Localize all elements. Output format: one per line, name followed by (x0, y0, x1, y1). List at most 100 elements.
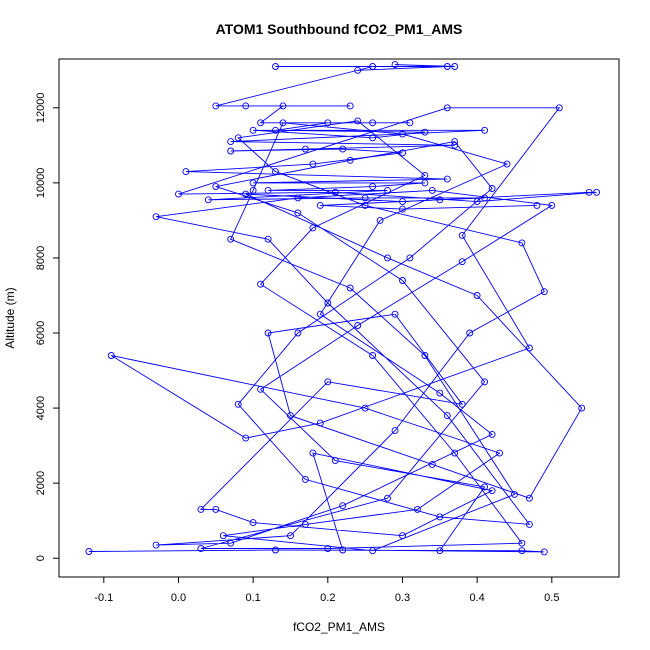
data-point (384, 494, 391, 502)
data-point (324, 299, 332, 307)
data-point (107, 352, 115, 359)
data-point (503, 160, 511, 168)
x-tick-label: 0.4 (469, 592, 484, 604)
data-point (548, 201, 556, 209)
data-point (324, 545, 332, 552)
data-point (525, 494, 533, 502)
data-point (511, 490, 518, 498)
y-axis-label: Altitude (m) (3, 287, 17, 348)
x-tick-label: 0.0 (171, 592, 186, 604)
data-point (481, 126, 489, 134)
data-point (234, 400, 242, 408)
data-point (518, 547, 526, 555)
data-point (399, 205, 406, 213)
data-point (346, 102, 354, 110)
data-point (316, 310, 324, 318)
data-point (585, 188, 593, 196)
data-point (212, 505, 220, 513)
data-point (294, 329, 302, 337)
data-point (175, 190, 182, 198)
data-point (309, 224, 317, 232)
data-point (324, 119, 332, 127)
data-point (272, 63, 279, 70)
data-point (227, 147, 235, 155)
data-point (488, 185, 496, 192)
data-point (294, 194, 302, 202)
data-point (279, 102, 287, 110)
data-point (354, 66, 362, 74)
series-lines (88, 64, 597, 553)
data-point (473, 292, 481, 299)
data-point (466, 329, 474, 337)
data-point (399, 198, 406, 206)
data-point (234, 134, 242, 142)
data-point (406, 254, 414, 262)
x-tick-label: -0.1 (94, 592, 113, 604)
data-point (428, 460, 436, 468)
data-point (301, 475, 309, 483)
data-point (443, 412, 451, 420)
x-axis-label: fCO2_PM1_AMS (293, 620, 385, 634)
data-point (309, 449, 317, 457)
data-point (249, 126, 257, 134)
x-tick-label: 0.5 (544, 592, 559, 604)
data-point (85, 548, 93, 555)
data-point (212, 102, 220, 110)
data-point (481, 483, 489, 491)
data-point (458, 231, 466, 239)
x-tick-label: 0.3 (395, 592, 410, 604)
data-point (331, 457, 339, 465)
data-point (294, 209, 302, 217)
y-tick-label: 0 (35, 555, 47, 561)
data-point (458, 400, 466, 408)
y-tick-label: 12000 (35, 93, 47, 124)
data-point (443, 175, 451, 183)
data-point (227, 235, 235, 243)
data-point (421, 128, 429, 136)
data-point (421, 171, 429, 179)
data-point (242, 102, 250, 110)
data-point (533, 201, 541, 209)
data-point (421, 352, 429, 359)
data-point (182, 168, 190, 176)
data-point (361, 194, 369, 202)
data-point (540, 548, 548, 556)
data-point (152, 213, 160, 221)
data-point (458, 258, 466, 266)
data-point (391, 310, 399, 318)
data-point (272, 126, 279, 134)
data-point (257, 119, 265, 127)
data-point (525, 344, 533, 352)
data-point (518, 239, 526, 247)
data-point (443, 63, 451, 70)
y-tick-label: 8000 (35, 246, 47, 270)
x-axis: -0.1 0.0 0.1 0.2 0.3 0.4 0.5 (94, 576, 559, 604)
data-point (152, 541, 160, 549)
series-line (185, 64, 537, 210)
data-point (369, 183, 377, 191)
y-axis: 0 2000 4000 6000 8000 10000 12000 (35, 93, 60, 561)
data-point (399, 277, 406, 284)
data-point (257, 385, 265, 393)
data-point (518, 539, 526, 547)
data-point (204, 196, 212, 204)
data-point (264, 329, 272, 337)
series-line (88, 107, 597, 553)
data-point (354, 117, 362, 125)
data-point (309, 160, 317, 168)
data-point (481, 378, 489, 386)
data-point (264, 235, 272, 243)
x-tick-label: 0.1 (245, 592, 260, 604)
data-point (451, 138, 459, 146)
data-point (436, 513, 444, 521)
y-tick-label: 6000 (35, 321, 47, 345)
data-point (473, 198, 481, 206)
data-point (369, 119, 377, 127)
data-point (227, 138, 235, 146)
data-point (287, 532, 294, 540)
data-point (316, 419, 324, 427)
data-point (428, 186, 436, 194)
data-point (436, 389, 444, 397)
